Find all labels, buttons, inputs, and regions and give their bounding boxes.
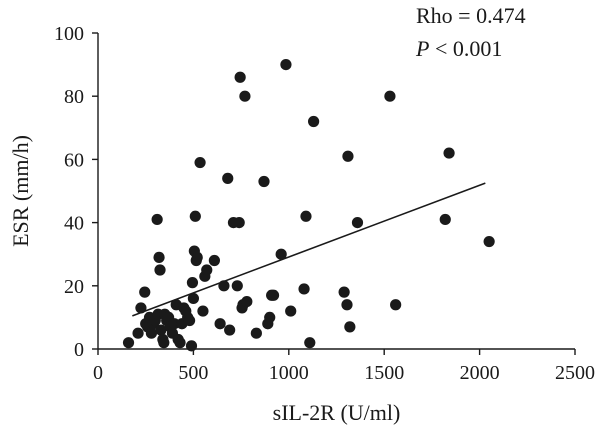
data-point <box>390 299 402 311</box>
p-value-annotation: P < 0.001 <box>415 36 502 61</box>
data-point <box>280 59 292 71</box>
data-point <box>298 283 310 295</box>
data-point <box>174 337 186 349</box>
data-point <box>155 324 167 336</box>
data-point <box>351 217 364 229</box>
y-tick-label: 80 <box>64 86 84 108</box>
data-point <box>197 305 209 317</box>
data-point <box>231 280 243 292</box>
y-tick-label: 0 <box>74 339 84 361</box>
data-point <box>308 115 320 128</box>
data-point <box>264 311 276 323</box>
x-tick-label: 0 <box>93 362 103 384</box>
axes <box>97 33 575 350</box>
data-point <box>439 213 451 226</box>
data-point <box>239 90 251 102</box>
y-tick-label: 40 <box>64 213 84 235</box>
data-point <box>191 251 203 263</box>
data-point <box>304 337 316 349</box>
x-tick-label: 2500 <box>555 362 595 384</box>
p-value-rest: < 0.001 <box>429 36 502 61</box>
data-point <box>154 264 166 276</box>
y-tick-label: 100 <box>54 23 84 45</box>
data-point <box>122 337 135 349</box>
data-point <box>300 210 312 222</box>
data-point <box>338 286 350 298</box>
data-points <box>122 59 495 352</box>
data-point <box>132 327 144 339</box>
data-point <box>151 213 163 226</box>
y-ticks: 0 20 40 60 80 100 <box>54 23 98 361</box>
x-tick-label: 1500 <box>364 362 404 384</box>
data-point <box>153 251 165 263</box>
data-point <box>224 324 236 336</box>
rho-annotation: Rho = 0.474 <box>416 3 526 28</box>
data-point <box>275 248 287 260</box>
y-axis-title: ESR (mm/h) <box>8 135 33 247</box>
p-symbol: P <box>415 36 429 61</box>
y-tick-label: 60 <box>64 149 84 171</box>
data-point <box>201 264 213 276</box>
data-point <box>233 217 245 229</box>
x-tick-label: 500 <box>178 362 208 384</box>
data-point <box>145 327 158 339</box>
data-point <box>185 340 198 352</box>
data-point <box>234 71 246 83</box>
data-point <box>384 90 396 102</box>
data-point <box>341 299 353 311</box>
data-point <box>258 175 270 188</box>
x-tick-label: 1000 <box>269 362 309 384</box>
data-point <box>344 321 356 333</box>
data-point <box>189 210 201 222</box>
data-point <box>443 147 455 159</box>
data-point <box>222 172 234 184</box>
data-point <box>267 289 280 301</box>
data-point <box>241 296 253 308</box>
data-point <box>214 318 226 330</box>
data-point <box>139 286 151 298</box>
data-point <box>250 327 262 339</box>
data-point <box>194 156 206 169</box>
data-point <box>158 337 170 349</box>
data-point <box>342 150 354 162</box>
x-axis-title: sIL-2R (U/ml) <box>273 400 401 425</box>
data-point <box>187 292 199 305</box>
x-ticks: 0 500 1000 1500 2000 2500 <box>93 349 595 384</box>
data-point <box>208 254 220 267</box>
x-tick-label: 2000 <box>460 362 500 384</box>
data-point <box>483 235 495 248</box>
data-point <box>183 314 196 327</box>
regression-line <box>132 182 486 317</box>
data-point <box>186 277 199 289</box>
y-tick-label: 20 <box>64 276 84 298</box>
data-point <box>285 305 297 317</box>
